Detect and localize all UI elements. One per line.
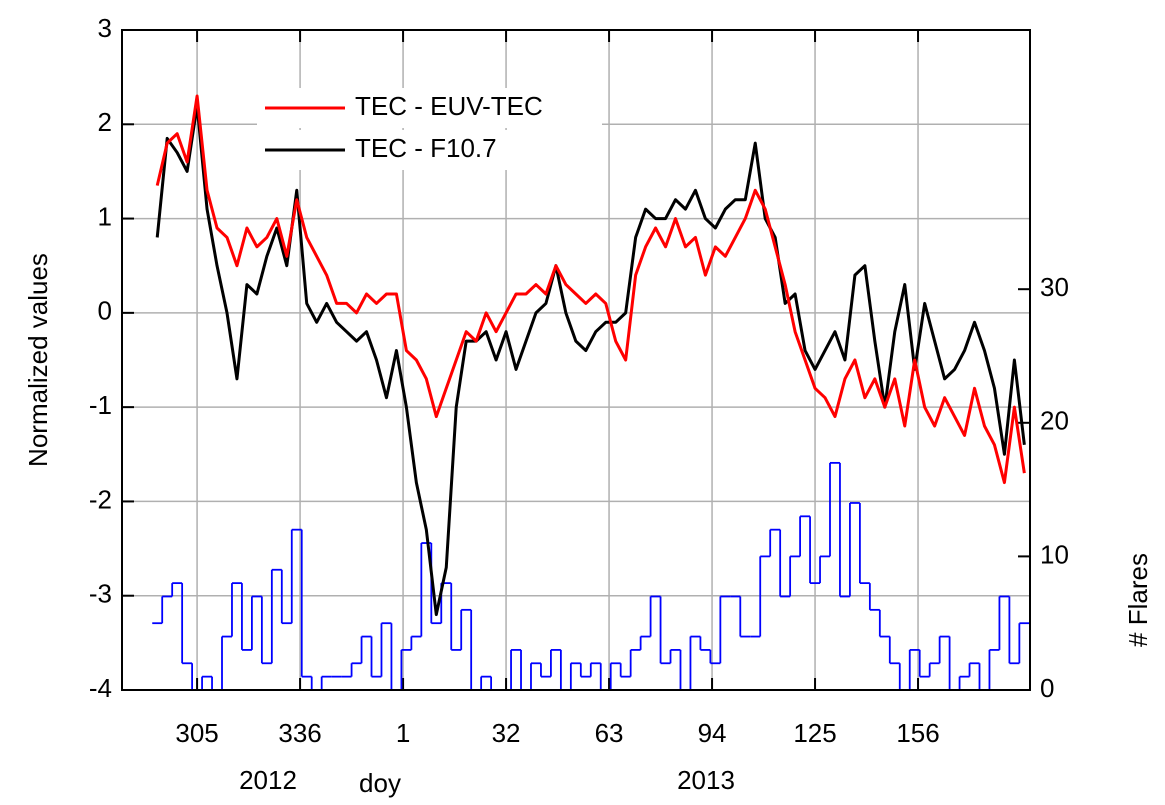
x-tick-label: 32 — [492, 718, 521, 748]
year-label: 2012 — [239, 765, 297, 795]
x-tick-label: 156 — [896, 718, 939, 748]
y-tick-label: 1 — [98, 201, 112, 231]
x-tick-label: 1 — [396, 718, 410, 748]
y-tick-label: -2 — [89, 484, 112, 514]
y2-tick-label: 0 — [1040, 673, 1054, 703]
x-tick-label: 94 — [698, 718, 727, 748]
y-tick-label: -1 — [89, 390, 112, 420]
x-tick-label: 125 — [793, 718, 836, 748]
x-axis-label: doy — [359, 768, 401, 798]
y2-tick-label: 30 — [1040, 272, 1069, 302]
x-tick-label: 336 — [278, 718, 321, 748]
y2-tick-label: 10 — [1040, 539, 1069, 569]
y-tick-label: 2 — [98, 107, 112, 137]
x-tick-label: 305 — [175, 718, 218, 748]
y-tick-label: 3 — [98, 13, 112, 43]
data-line — [155, 94, 1026, 485]
data-line — [155, 103, 1026, 617]
y-tick-label: -4 — [89, 673, 112, 703]
legend-label: TEC - F10.7 — [355, 133, 497, 163]
flare-step-riser — [161, 462, 1021, 690]
legend-label: TEC - EUV-TEC — [355, 91, 543, 121]
y-tick-label: 0 — [98, 296, 112, 326]
y2-axis-label: # Flares — [1123, 553, 1153, 647]
year-label: 2013 — [677, 765, 735, 795]
y-axis-label: Normalized values — [23, 253, 53, 467]
y2-tick-label: 20 — [1040, 406, 1069, 436]
x-tick-label: 63 — [595, 718, 624, 748]
y-tick-label: -3 — [89, 579, 112, 609]
plot-frame — [121, 29, 1031, 691]
